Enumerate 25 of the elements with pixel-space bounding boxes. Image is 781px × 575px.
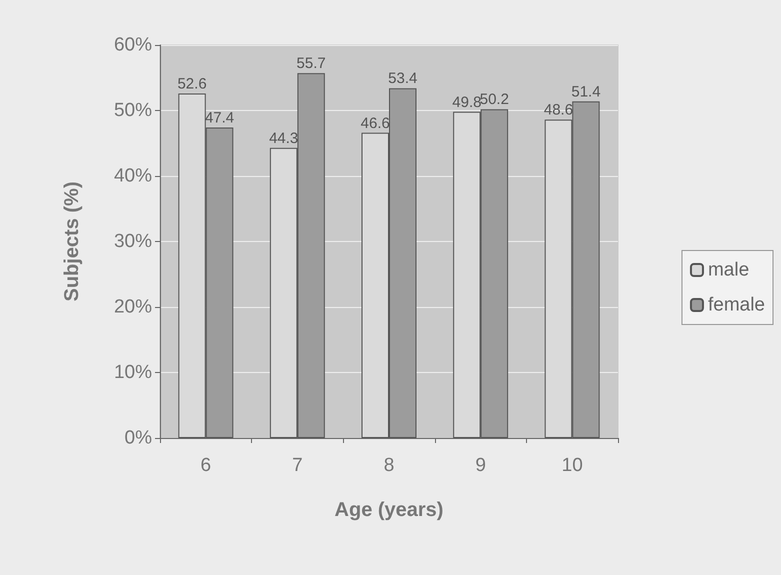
x-tick-label: 8 (384, 455, 394, 476)
data-label: 44.3 (269, 130, 298, 147)
y-tick-label: 40% (114, 166, 152, 186)
y-tick-label: 10% (114, 362, 152, 383)
data-label: 55.7 (296, 55, 326, 72)
y-tick-label: 30% (114, 231, 152, 252)
x-tick-label: 10 (562, 455, 583, 476)
x-tick-label: 6 (200, 455, 212, 476)
legend-label: female (708, 294, 766, 316)
y-axis-title: Subjects (%) (61, 181, 83, 302)
legend-label: male (708, 260, 750, 280)
data-label: 52.6 (177, 75, 207, 92)
data-label: 51.4 (571, 83, 601, 100)
data-label: 46.6 (360, 114, 390, 132)
data-label: 48.6 (544, 102, 574, 119)
y-tick-label: 0% (124, 428, 152, 448)
data-label: 49.8 (452, 94, 482, 111)
x-axis-title: Age (years) (334, 499, 444, 521)
y-tick-label: 50% (114, 100, 152, 121)
data-label: 50.2 (480, 91, 509, 108)
data-label: 53.4 (388, 70, 418, 88)
x-tick-label: 7 (292, 455, 303, 476)
y-tick-label: 20% (114, 296, 152, 318)
x-tick-label: 9 (475, 455, 486, 476)
y-tick-label: 60% (114, 34, 152, 56)
